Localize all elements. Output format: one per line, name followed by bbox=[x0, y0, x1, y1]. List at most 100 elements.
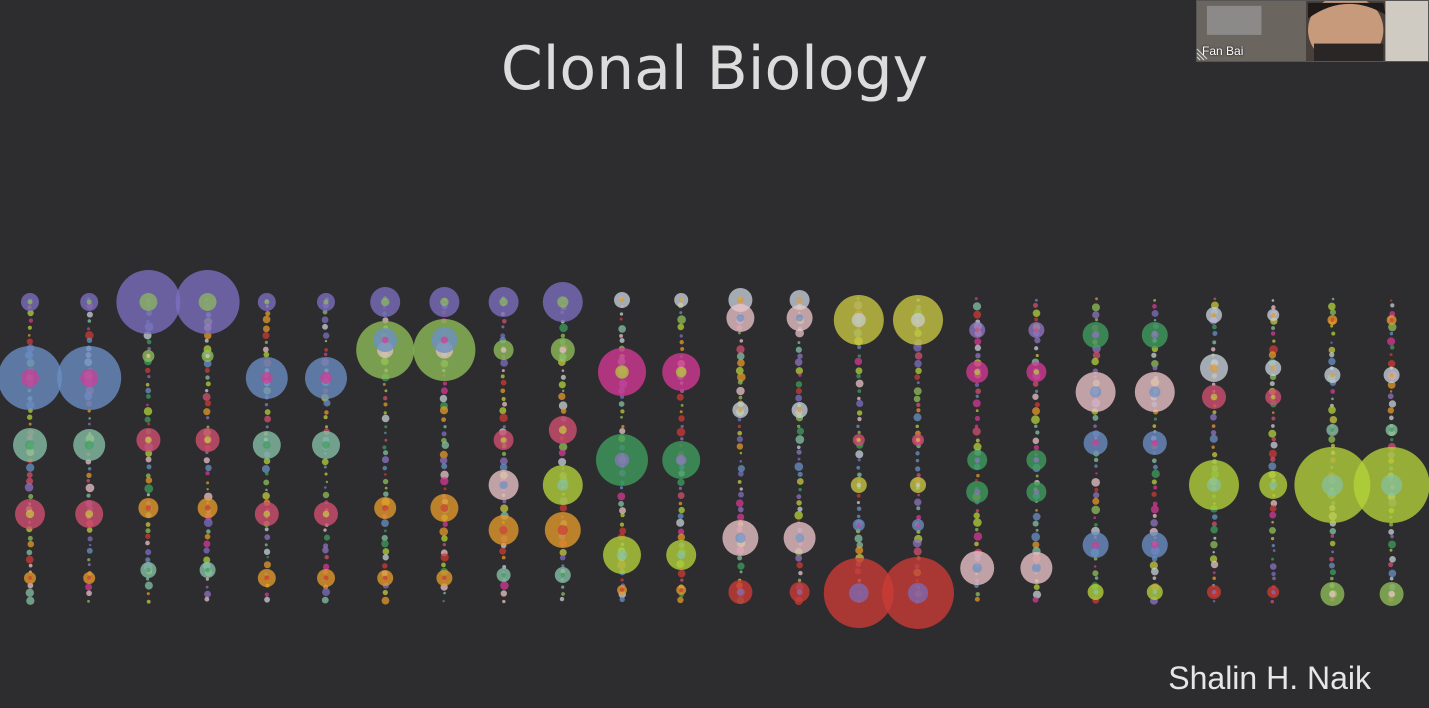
clone-dot bbox=[1390, 438, 1394, 442]
clone-dot bbox=[857, 430, 861, 434]
clone-dot bbox=[143, 407, 153, 416]
clone-bubble-core bbox=[1380, 474, 1403, 496]
clone-dot bbox=[1032, 407, 1040, 416]
clone-bubble-core bbox=[1207, 478, 1221, 492]
clone-dot bbox=[145, 533, 151, 539]
participant-video-tile[interactable]: Fan Bai bbox=[1196, 0, 1429, 62]
clone-dot bbox=[1389, 576, 1394, 581]
clone-dot bbox=[916, 381, 920, 385]
clone-bubble-core bbox=[1321, 474, 1344, 496]
clone-dot bbox=[145, 522, 151, 527]
clone-dot bbox=[558, 401, 568, 410]
clone-dot bbox=[1153, 319, 1157, 322]
clone-dot bbox=[1034, 346, 1039, 351]
clone-dot bbox=[972, 399, 981, 408]
clone-dot bbox=[1331, 331, 1336, 336]
clone-dot bbox=[796, 500, 802, 506]
clone-dot bbox=[27, 414, 33, 420]
clone-bubble-core bbox=[205, 354, 210, 358]
clone-dot bbox=[795, 346, 802, 353]
clone-dot bbox=[203, 556, 211, 564]
clone-dot bbox=[619, 337, 625, 344]
clone-dot bbox=[679, 334, 683, 338]
clone-dot bbox=[1330, 389, 1336, 394]
clone-dot bbox=[145, 557, 151, 563]
clone-dot bbox=[797, 506, 803, 512]
clone-dot bbox=[1035, 528, 1039, 532]
clone-dot bbox=[558, 449, 566, 457]
clone-dot bbox=[1330, 534, 1335, 538]
clone-dot bbox=[1270, 537, 1275, 541]
clone-dot bbox=[441, 417, 447, 423]
clone-dot bbox=[264, 534, 271, 541]
clone-bubble-core bbox=[916, 438, 920, 442]
clone-bubble-core bbox=[25, 440, 35, 450]
clone-column bbox=[542, 282, 583, 602]
clone-dot bbox=[737, 506, 744, 513]
clone-bubble-core bbox=[1092, 439, 1099, 447]
clone-dot bbox=[1153, 417, 1157, 421]
clone-bubble-core bbox=[1389, 318, 1394, 322]
clone-dot bbox=[264, 471, 269, 476]
clone-bubble-core bbox=[1270, 394, 1276, 400]
clone-dot bbox=[795, 394, 803, 402]
clone-dot bbox=[502, 564, 507, 569]
clone-dot bbox=[501, 325, 505, 329]
clone-bubble-core bbox=[1151, 331, 1159, 339]
clone-dot bbox=[1330, 341, 1333, 345]
clone-dot bbox=[442, 542, 446, 547]
clone-dot bbox=[26, 477, 34, 485]
clone-dot bbox=[1151, 469, 1160, 478]
clone-dot bbox=[677, 528, 685, 535]
clone-dot bbox=[854, 534, 863, 543]
clone-bubble-core bbox=[557, 524, 568, 536]
clone-dot bbox=[917, 493, 921, 497]
clone-dot bbox=[620, 578, 624, 582]
clone-bubble-core bbox=[80, 369, 99, 387]
clone-dot bbox=[678, 506, 685, 514]
clone-dot bbox=[86, 311, 93, 318]
clone-bubble-core bbox=[974, 457, 980, 463]
clone-dot bbox=[561, 564, 565, 568]
clone-bubble-core bbox=[795, 533, 805, 543]
clone-dot bbox=[1151, 359, 1159, 368]
clone-dot bbox=[676, 427, 686, 437]
clone-dot bbox=[382, 478, 389, 485]
clone-dot bbox=[795, 554, 803, 562]
clone-dot bbox=[87, 599, 90, 603]
clone-dot bbox=[676, 518, 685, 527]
clone-dot bbox=[561, 585, 565, 589]
clone-dot bbox=[1212, 330, 1218, 336]
clone-dot bbox=[382, 554, 389, 561]
clone-dot bbox=[1150, 567, 1159, 576]
clone-dot bbox=[265, 310, 271, 316]
clone-dot bbox=[677, 533, 686, 541]
clone-dot bbox=[739, 570, 743, 574]
clone-dot bbox=[1387, 407, 1395, 414]
clone-dot bbox=[1388, 400, 1397, 408]
clone-dot bbox=[1034, 402, 1040, 408]
clone-dot bbox=[146, 592, 150, 596]
clone-dot bbox=[264, 527, 269, 532]
clone-dot bbox=[857, 345, 862, 350]
clone-dot bbox=[1329, 562, 1335, 569]
resize-grip-icon[interactable] bbox=[1196, 48, 1208, 62]
clone-dot bbox=[25, 588, 34, 597]
clone-dot bbox=[1151, 458, 1157, 464]
clone-bubble-core bbox=[1091, 331, 1100, 339]
clone-dot bbox=[972, 302, 982, 311]
clone-dot bbox=[559, 504, 568, 512]
clone-dot bbox=[916, 515, 922, 520]
clone-dot bbox=[1213, 536, 1217, 540]
clone-dot bbox=[1387, 393, 1394, 400]
clone-dot bbox=[383, 491, 389, 497]
clone-dot bbox=[323, 465, 327, 469]
clone-dot bbox=[85, 331, 94, 340]
clone-dot bbox=[1271, 411, 1275, 414]
clone-dot bbox=[680, 347, 685, 352]
clone-dot bbox=[796, 494, 802, 500]
clone-dot bbox=[856, 373, 861, 379]
clone-dot bbox=[501, 369, 505, 373]
clone-bubble-core bbox=[1210, 364, 1218, 372]
